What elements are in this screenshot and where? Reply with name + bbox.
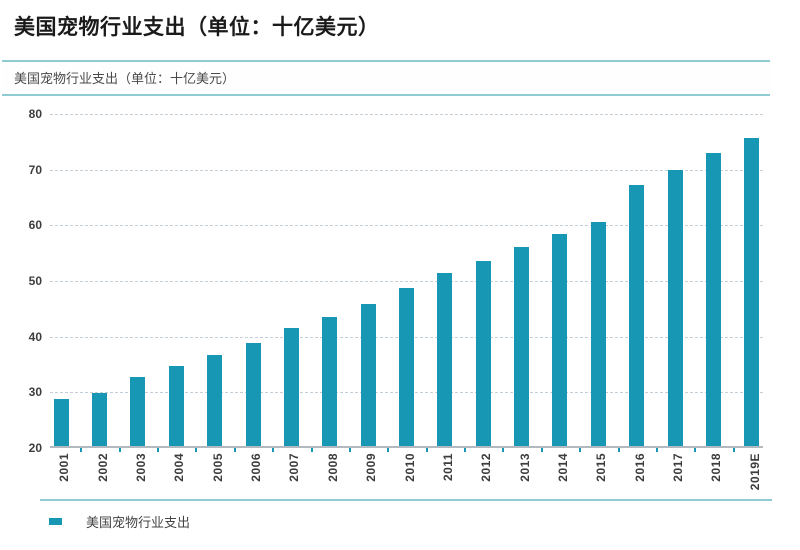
x-label-2012: 2012 (479, 453, 494, 482)
x-label-2017: 2017 (671, 453, 686, 482)
bar-2018 (705, 153, 721, 446)
x-label-2009: 2009 (364, 453, 379, 482)
x-axis-tick (464, 448, 467, 452)
legend-marker-icon (49, 518, 62, 525)
x-label-2001: 2001 (57, 453, 72, 482)
bar-2010 (399, 288, 414, 446)
bar-2002 (92, 393, 108, 446)
y-tick-label-30: 30 (28, 385, 42, 400)
bar-2019E (744, 137, 760, 446)
bar-2008 (322, 316, 338, 446)
x-label-2014: 2014 (555, 453, 570, 482)
x-axis-tick (425, 448, 428, 452)
y-tick-label-60: 60 (28, 218, 42, 233)
bar-2013 (514, 247, 530, 446)
x-label-2004: 2004 (172, 453, 187, 482)
x-axis-tick (732, 448, 735, 452)
x-axis-tick (348, 448, 351, 452)
gridline-80 (50, 114, 763, 115)
x-label-2006: 2006 (249, 453, 264, 482)
x-label-2011: 2011 (440, 453, 455, 482)
plot-area (50, 114, 763, 452)
gridline-70 (50, 169, 763, 171)
gridline-60 (50, 225, 763, 227)
x-axis-tick (502, 448, 505, 452)
x-label-2008: 2008 (325, 453, 340, 482)
x-axis-tick (617, 448, 620, 452)
x-label-2010: 2010 (402, 453, 417, 482)
gridline-50 (50, 281, 763, 282)
y-tick-label-50: 50 (28, 274, 42, 288)
bar-2009 (360, 304, 376, 446)
x-label-2018: 2018 (709, 453, 724, 482)
x-label-2002: 2002 (95, 453, 110, 482)
page-title: 美国宠物行业支出（单位：十亿美元） (14, 16, 380, 39)
y-axis: 20 30 40 50 60 70 80 (4, 107, 50, 455)
y-tick-label-40: 40 (28, 329, 42, 344)
x-label-2015: 2015 (594, 453, 609, 482)
x-axis-tick (195, 448, 198, 452)
panel-subtitle-bar: 美国宠物行业支出（单位：十亿美元） (2, 60, 770, 96)
bar-2001 (53, 398, 69, 446)
x-axis-tick (118, 448, 121, 452)
bar-2004 (168, 365, 184, 446)
y-tick-label-80: 80 (28, 107, 42, 121)
legend-divider (40, 499, 772, 501)
x-axis-tick (387, 448, 390, 452)
x-label-2019E: 2019E (747, 453, 762, 491)
x-axis-tick (694, 448, 697, 452)
legend: 美国宠物行业支出 (4, 501, 800, 531)
bar-2003 (130, 376, 146, 446)
panel-subtitle: 美国宠物行业支出（单位：十亿美元） (14, 71, 236, 86)
chart-panel: 美国宠物行业支出（单位：十亿美元） 美国宠物行业支出（单位：十亿美元） 20 30… (0, 14, 800, 550)
x-label-2005: 2005 (210, 453, 225, 482)
x-label-2003: 2003 (133, 453, 148, 482)
y-tick-label-70: 70 (28, 162, 42, 177)
bar-2005 (207, 355, 223, 446)
bar-2015 (590, 221, 606, 446)
x-axis-tick (655, 448, 658, 452)
bar-2016 (629, 185, 645, 446)
bar-2011 (437, 273, 453, 446)
bar-2014 (552, 234, 568, 446)
bar-2007 (283, 328, 299, 446)
bar-2017 (667, 170, 683, 446)
x-axis-tick (540, 448, 543, 452)
legend-label: 美国宠物行业支出 (86, 515, 191, 530)
x-axis-tick (310, 448, 313, 452)
x-axis-tick (157, 448, 160, 452)
x-axis: 2001 2002 2003 2004 2005 2006 2007 2008 2009 2010… (54, 448, 767, 494)
x-axis-tick (233, 448, 236, 452)
bar-2012 (475, 260, 491, 446)
y-tick-label-20: 20 (28, 441, 42, 455)
bar-2006 (245, 343, 261, 446)
x-label-2013: 2013 (517, 453, 532, 482)
x-axis-tick (80, 448, 83, 452)
x-axis-tick (272, 448, 275, 452)
x-axis-tick (579, 448, 582, 452)
bar-chart: 20 30 40 50 60 70 80 2001 2002 2003 2004 2005 2006 2… (4, 107, 800, 531)
plot-row: 20 30 40 50 60 70 80 (4, 107, 800, 455)
x-label-2007: 2007 (287, 453, 302, 482)
x-label-2016: 2016 (632, 453, 647, 482)
